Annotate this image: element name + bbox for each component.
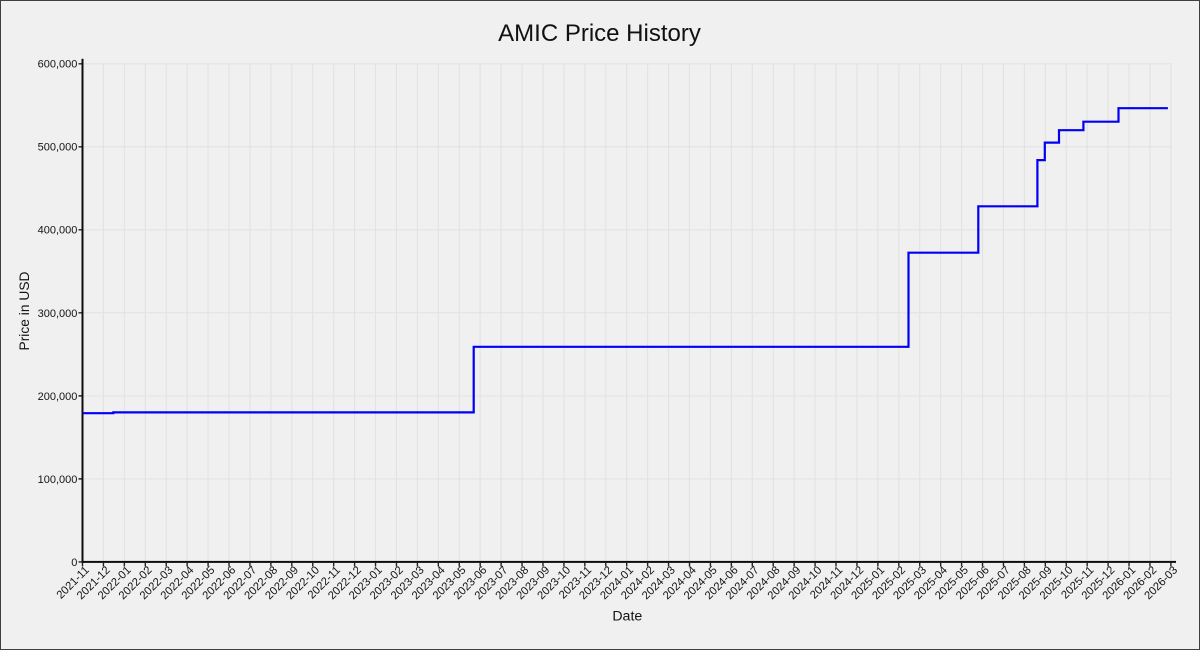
- svg-text:Date: Date: [612, 609, 642, 625]
- svg-text:Price in USD: Price in USD: [17, 271, 32, 350]
- svg-text:500,000: 500,000: [38, 142, 78, 154]
- svg-text:100,000: 100,000: [38, 474, 78, 486]
- svg-text:200,000: 200,000: [38, 391, 78, 403]
- svg-text:0: 0: [71, 557, 77, 569]
- svg-text:300,000: 300,000: [38, 308, 78, 320]
- svg-text:400,000: 400,000: [38, 225, 78, 237]
- svg-text:AMIC Price History: AMIC Price History: [498, 20, 701, 47]
- svg-text:600,000: 600,000: [38, 59, 78, 71]
